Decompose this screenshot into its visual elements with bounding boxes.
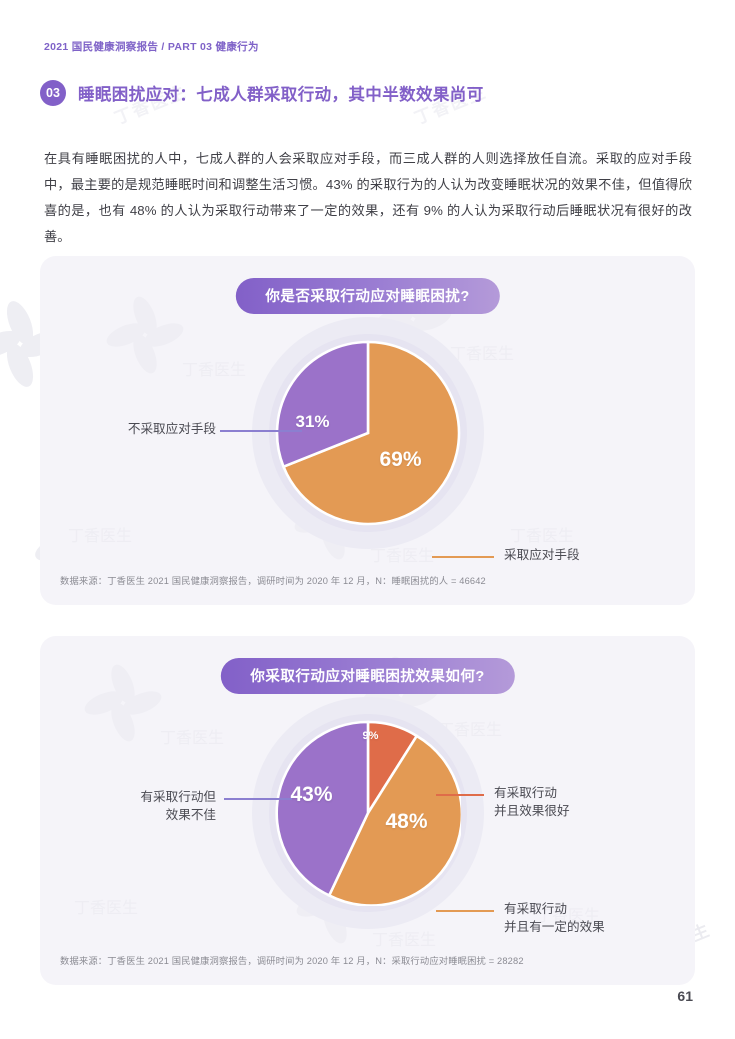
page-number: 61 [677,988,693,1004]
pie-1-callout-left: 不采取应对手段 [112,420,302,440]
section-number-badge: 03 [40,80,66,106]
pie-slice-不采取应对手段 [275,340,369,469]
pie-chart-2: 9% 48% 43% 有采取行动但 效果不佳 有采取行动 并且效果很好 有采取行… [40,688,695,938]
pie-2-callout-right-bottom: 有采取行动 并且有一定的效果 [436,900,676,938]
pie-2-callout-right-bottom-line2: 并且有一定的效果 [504,920,605,934]
pie-2-wrap: 9% 48% 43% [243,688,493,938]
breadcrumb: 2021 国民健康洞察报告 / PART 03 健康行为 [44,41,259,53]
pie-2-value-label-red: 9% [362,730,379,742]
page-title: 睡眠困扰应对：七成人群采取行动，其中半数效果尚可 [78,86,484,104]
pie-2-callout-right-bottom-line1: 有采取行动 [504,902,567,916]
pie-2-callout-left-label-line2: 效果不佳 [165,808,216,822]
pie-2-callout-left-label-line1: 有采取行动但 [140,790,216,804]
pie-2-value-label-purple: 43% [290,783,333,806]
pie-1-svg [275,340,460,526]
source-note-2: 数据来源：丁香医生 2021 国民健康洞察报告，调研时间为 2020 年 12 … [60,956,524,966]
leader-line [436,794,484,796]
pie-1-callout-right: 采取应对手段 [432,546,642,566]
pie-1-value-label-purple: 31% [295,412,330,431]
leader-line [432,556,494,558]
leader-line [436,910,494,912]
section-header: 03 睡眠困扰应对：七成人群采取行动，其中半数效果尚可 [40,80,484,106]
chart-card-2: 丁香医生 丁香医生 丁香医生 丁香医生 丁香医生 你采取行动应对睡眠困扰效果如何… [40,636,695,985]
pie-2-value-label-orange: 48% [385,810,428,833]
leader-line [224,798,292,800]
chart-title-2: 你采取行动应对睡眠困扰效果如何? [220,658,515,694]
pie-slice-有采取行动但效果不佳 [274,720,369,898]
pie-1-callout-right-label: 采取应对手段 [504,548,580,562]
pie-1-callout-left-label: 不采取应对手段 [127,422,216,436]
pie-1-value-label-orange: 69% [379,448,422,471]
pie-2-callout-right-top-line2: 并且效果很好 [494,804,570,818]
chart-title-1: 你是否采取行动应对睡眠困扰? [235,278,500,314]
body-paragraph: 在具有睡眠困扰的人中，七成人群的人会采取应对手段，而三成人群的人则选择放任自流。… [44,151,692,244]
pie-1-wrap: 31% 69% [243,308,493,558]
pie-2-callout-right-top: 有采取行动 并且效果很好 [436,784,666,822]
source-note-1: 数据来源：丁香医生 2021 国民健康洞察报告，调研时间为 2020 年 12 … [60,576,486,586]
pie-2-callout-left: 有采取行动但 效果不佳 [102,788,302,826]
pie-chart-1: 31% 69% 不采取应对手段 采取应对手段 [40,308,695,562]
pie-2-callout-right-top-line1: 有采取行动 [494,786,557,800]
chart-card-1: 丁香医生 丁香医生 丁香医生 丁香医生 丁香医生 你是否采取行动应对睡眠困扰? [40,256,695,605]
pie-slice-采取应对手段 [281,340,460,526]
pie-2-svg [274,720,461,906]
leader-line [220,430,302,432]
